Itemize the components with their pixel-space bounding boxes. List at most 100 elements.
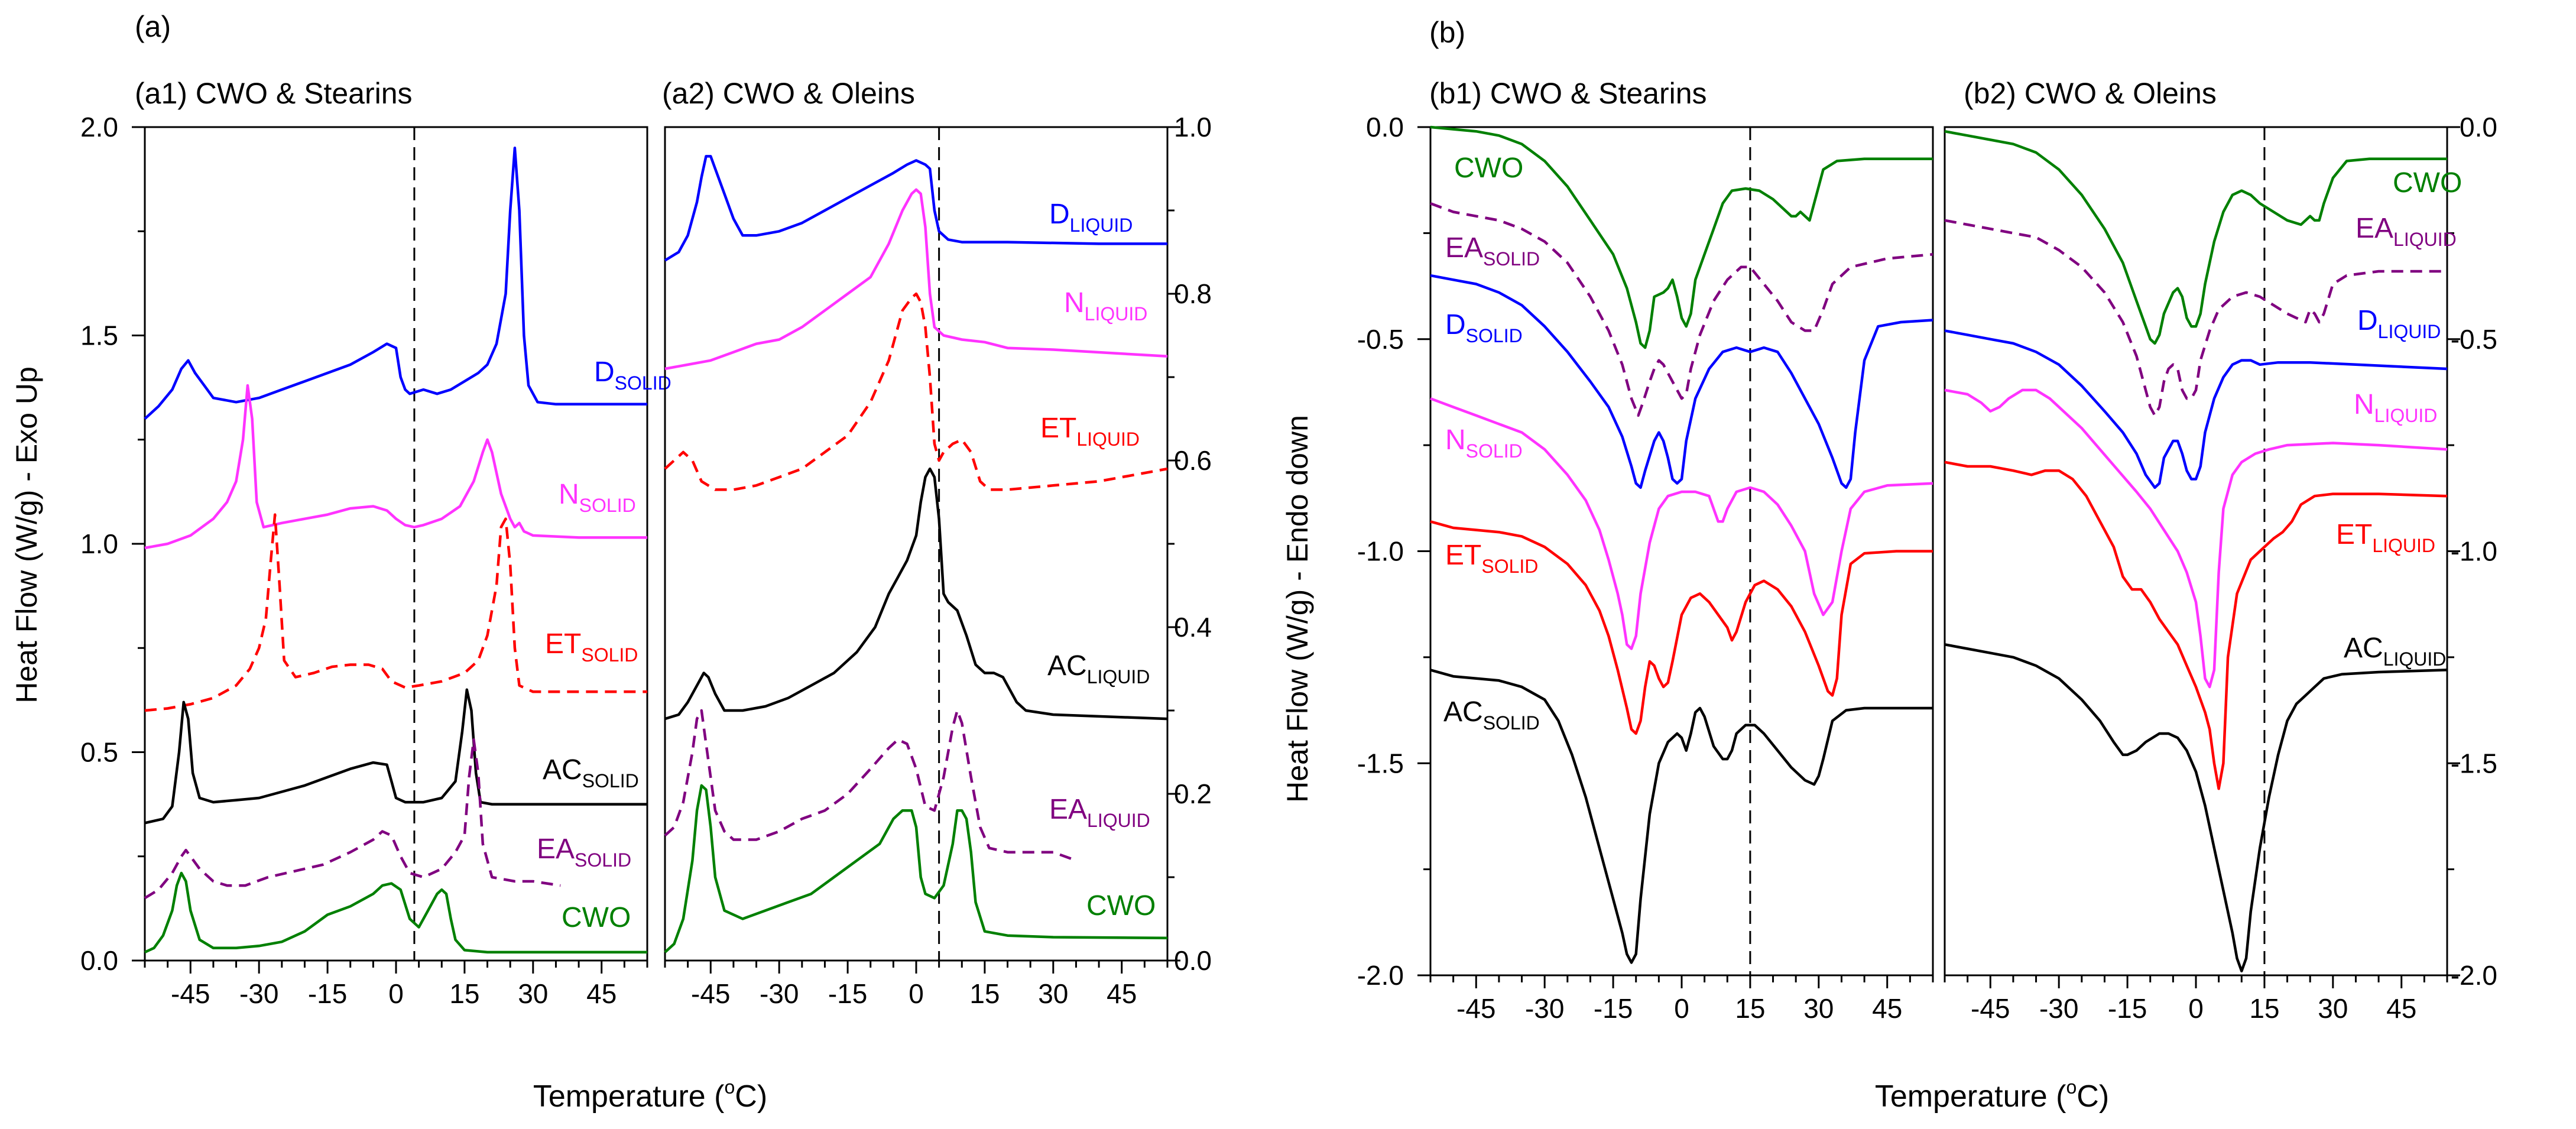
panel-b1: (b1) CWO & Stearins -45 -30 -15 0 15 30 45 -2.0 -… [1357, 77, 1934, 1024]
series-label-acliquid: ACLIQUID [2344, 632, 2446, 670]
y-tick-label: 0.0 [1366, 112, 1404, 142]
y-tick-label: 0.0 [2460, 112, 2497, 142]
x-tick-label: 45 [586, 978, 617, 1009]
x-tick-label: 30 [1803, 993, 1834, 1024]
y-axis-label-b: Heat Flow (W/g) - Endo down [1281, 415, 1314, 803]
x-tick-label: -15 [828, 978, 867, 1009]
figure-label-b: (b) [1429, 16, 1465, 49]
y-tick-label: -2.0 [2451, 960, 2497, 991]
y-tick-label: -1.0 [2451, 536, 2497, 567]
y-tick-label: -2.0 [1357, 960, 1404, 991]
series-line-acliquid [664, 467, 1168, 721]
series-line-etsolid [144, 513, 647, 712]
series-label-etliquid: ETLIQUID [1040, 413, 1140, 450]
x-tick-label: -45 [1456, 993, 1495, 1024]
panels-layer: (a1) CWO & Stearins -45 -30 -15 0 15 30 45 0.0 0.… [80, 77, 2497, 1024]
series-line-etliquid [664, 292, 1168, 491]
x-tick-label: 0 [909, 978, 924, 1009]
y-tick-label: 1.5 [80, 320, 118, 351]
series-line-etliquid [1944, 460, 2448, 790]
x-tick-label: -30 [760, 978, 799, 1009]
panel-b2: (b2) CWO & Oleins -45 -30 -15 0 15 30 45 -2.0 -1.… [1944, 77, 2497, 1024]
x-tick-label: -30 [2039, 993, 2078, 1024]
x-axis-label-a-unit: C) [735, 1079, 767, 1114]
x-axis-label-b-unit: C) [2077, 1079, 2109, 1114]
x-tick-label: 0 [388, 978, 404, 1009]
x-tick-label: 30 [2318, 993, 2348, 1024]
y-tick-label: 2.0 [80, 112, 118, 142]
x-axis-label-b: Temperature (oC) [1875, 1076, 2109, 1114]
series-line-easolid [144, 738, 561, 900]
panel-title: (b2) CWO & Oleins [1964, 77, 2217, 110]
series-line-nliquid [1944, 388, 2448, 689]
series-label-etsolid: ETSOLID [1445, 540, 1538, 577]
x-tick-label: -15 [308, 978, 347, 1009]
y-axis-label-a: Heat Flow (W/g) - Exo Up [10, 366, 43, 703]
series-label-ealiquid: EALIQUID [1049, 794, 1150, 831]
x-tick-label: 0 [2188, 993, 2204, 1024]
series-line-nsolid [144, 384, 647, 550]
x-tick-label: 0 [1674, 993, 1689, 1024]
y-tick-label: -0.5 [2451, 324, 2497, 355]
y-tick-label: 1.0 [80, 528, 118, 559]
series-line-dsolid [144, 147, 647, 420]
x-tick-label: 15 [449, 978, 479, 1009]
series-label-nsolid: NSOLID [559, 479, 636, 516]
series-label-cwo: CWO [1086, 890, 1156, 922]
x-axis-label-a: Temperature (oC) [533, 1076, 767, 1114]
series-label-dsolid: DSOLID [1445, 309, 1523, 346]
figure-label-a: (a) [135, 10, 171, 43]
series-label-etliquid: ETLIQUID [2336, 519, 2435, 556]
series-label-ealiquid: EALIQUID [2356, 213, 2457, 250]
series-label-dliquid: DLIQUID [2357, 305, 2441, 342]
series-line-dliquid [664, 155, 1167, 262]
y-tick-label: -1.5 [1357, 748, 1404, 778]
x-tick-label: -45 [171, 978, 210, 1009]
series-line-acsolid [144, 688, 647, 825]
x-tick-label: 30 [1038, 978, 1068, 1009]
series-label-easolid: EASOLID [1445, 232, 1540, 270]
x-tick-label: 30 [518, 978, 548, 1009]
y-tick-label: 0.6 [1174, 445, 1212, 476]
series-line-cwo [144, 871, 647, 954]
y-tick-label: 0.8 [1174, 278, 1212, 309]
panel-a1: (a1) CWO & Stearins -45 -30 -15 0 15 30 45 0.0 0.… [80, 77, 671, 1009]
y-tick-label: 0.5 [80, 737, 118, 768]
series-line-cwo [1944, 129, 2447, 345]
x-tick-label: 15 [2249, 993, 2279, 1024]
series-line-dliquid [1944, 329, 2448, 489]
series-label-cwo: CWO [2393, 167, 2462, 199]
series-line-etsolid [1430, 520, 1933, 735]
x-tick-label: -45 [1971, 993, 2010, 1024]
panel-a2: (a2) CWO & Oleins -45 -30 -15 0 15 30 45 0.0 0.2 0… [662, 77, 1212, 1009]
series-label-acliquid: ACLIQUID [1047, 650, 1150, 687]
series-label-acsolid: ACSOLID [1443, 696, 1540, 734]
series-label-dsolid: DSOLID [594, 356, 671, 394]
x-axis-label-a-text: Temperature ( [533, 1079, 725, 1114]
x-tick-label: 15 [969, 978, 1000, 1009]
series-label-cwo: CWO [1454, 153, 1523, 184]
x-tick-label: 15 [1735, 993, 1765, 1024]
x-tick-label: 45 [2386, 993, 2416, 1024]
y-tick-label: 0.2 [1174, 778, 1212, 809]
series-line-acliquid [1944, 643, 2448, 973]
y-tick-label: 0.4 [1174, 612, 1212, 643]
series-label-etsolid: ETSOLID [545, 628, 638, 666]
y-tick-label: -1.0 [1357, 536, 1404, 567]
y-tick-label: 0.0 [1174, 945, 1212, 976]
y-tick-label: 0.0 [80, 945, 118, 976]
y-tick-label: -1.5 [2451, 748, 2497, 778]
panel-title: (a2) CWO & Oleins [662, 77, 915, 110]
series-line-dsolid [1430, 274, 1933, 489]
series-label-nsolid: NSOLID [1445, 424, 1523, 462]
x-tick-label: -30 [1525, 993, 1564, 1024]
series-line-nsolid [1430, 397, 1933, 650]
series-line-ealiquid [664, 709, 1077, 862]
series-line-easolid [1430, 202, 1933, 417]
x-axis-label-b-degree: o [2066, 1076, 2077, 1098]
x-axis-label-a-degree: o [725, 1076, 735, 1098]
series-line-acsolid [1430, 669, 1933, 964]
series-label-acsolid: ACSOLID [543, 754, 639, 791]
x-tick-label: 45 [1107, 978, 1137, 1009]
